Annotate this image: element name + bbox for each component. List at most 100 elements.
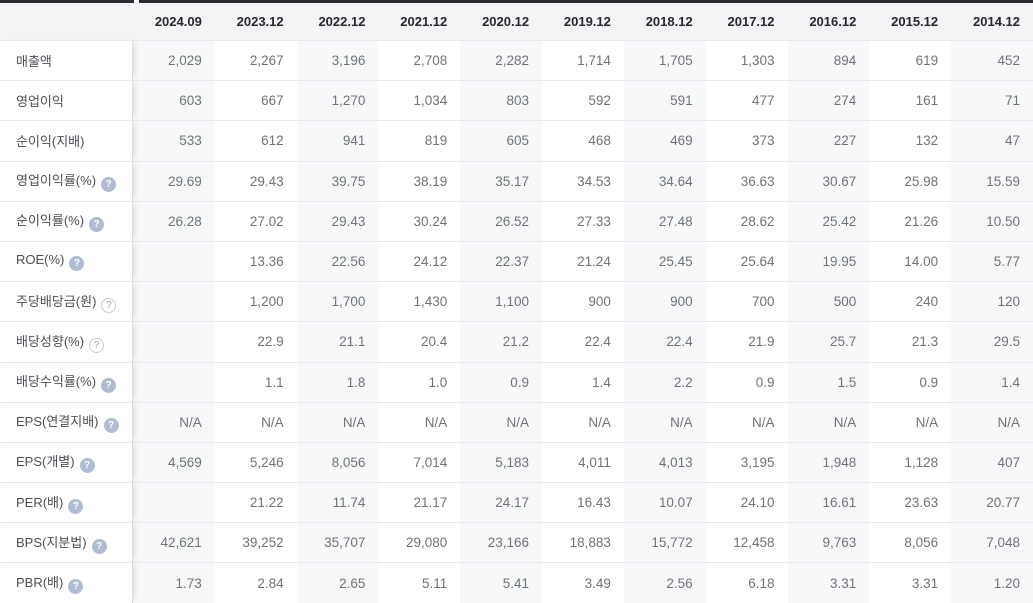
data-cell: 132	[869, 120, 952, 160]
data-cell: 19.95	[787, 240, 870, 282]
row-label: 배당수익률(%)	[16, 374, 97, 390]
row-label: BPS(지분법)	[16, 534, 87, 550]
data-cell: 3.49	[542, 562, 624, 602]
column-header: 2018.12	[623, 0, 706, 40]
data-cell: 29.69	[133, 160, 215, 201]
data-cell: 6.18	[705, 562, 788, 602]
help-icon[interactable]: ?	[103, 418, 119, 434]
data-cell: 25.98	[869, 160, 952, 201]
data-cell: 25.7	[787, 321, 870, 362]
data-cell: 5.11	[378, 562, 461, 602]
data-cell: 16.43	[542, 482, 624, 522]
row-label-cell: 영업이익	[0, 80, 133, 121]
data-cell: 30.24	[378, 200, 461, 241]
data-cell: 4,013	[623, 441, 706, 483]
data-cell: 24.12	[378, 240, 461, 281]
data-cell: N/A	[951, 401, 1033, 442]
data-cell: 21.24	[542, 240, 624, 281]
data-cell: 29.5	[951, 321, 1033, 362]
data-cell: 227	[787, 120, 870, 161]
data-cell: 28.62	[705, 200, 788, 241]
row-label-cell: EPS(개별)?	[0, 441, 133, 483]
data-cell: 894	[787, 40, 870, 81]
data-cell: 34.64	[623, 160, 706, 201]
table-row: ROE(%)? 13.36 22.56 24.12 22.37 21.24 25.45 25.…	[0, 240, 1033, 282]
data-cell: N/A	[869, 401, 952, 442]
data-cell: 5.41	[460, 562, 543, 603]
data-cell: 1,128	[869, 441, 952, 482]
data-cell: 18,883	[542, 522, 624, 562]
help-icon[interactable]: ?	[89, 337, 105, 353]
data-cell: 592	[542, 80, 624, 120]
data-cell: 22.4	[623, 321, 706, 362]
data-cell: 42,621	[133, 522, 215, 563]
data-cell: 1.4	[951, 361, 1033, 402]
data-cell: 2,029	[133, 40, 215, 81]
table-row: 배당성향(%)? 22.9 21.1 20.4 21.2 22.4 22.4 21.9 25.7…	[0, 321, 1033, 362]
data-cell: 14.00	[869, 240, 952, 281]
row-label-cell: 배당성향(%)?	[0, 321, 133, 362]
help-icon[interactable]: ?	[91, 538, 107, 554]
data-cell: 452	[951, 40, 1033, 81]
help-icon[interactable]: ?	[101, 297, 117, 313]
data-cell: 1,100	[460, 281, 543, 322]
table-row: 매출액 2,029 2,267 3,196 2,708 2,282 1,714 1,705 1,…	[0, 40, 1033, 81]
table-row: EPS(개별)? 4,569 5,246 8,056 7,014 5,183 4,011 4,…	[0, 441, 1033, 483]
data-cell	[133, 321, 215, 362]
data-cell	[133, 482, 215, 523]
row-label: EPS(연결지배)	[16, 414, 99, 430]
row-label: PBR(배)	[16, 575, 64, 591]
data-cell: 21.1	[296, 321, 379, 362]
data-cell: 13.36	[214, 240, 297, 281]
column-header: 2019.12	[542, 0, 624, 40]
data-cell: 1,705	[623, 40, 706, 81]
data-cell: 4,569	[133, 441, 215, 483]
table-row: 영업이익 603 667 1,270 1,034 803 592 591 477 274 161 71	[0, 80, 1033, 121]
data-cell: 1.1	[214, 361, 297, 402]
data-cell: 1,303	[705, 40, 788, 80]
data-cell: 2,282	[460, 40, 543, 81]
data-cell: 1,270	[296, 80, 379, 121]
data-cell: 35,707	[296, 522, 379, 563]
column-header: 2020.12	[460, 0, 543, 40]
help-icon[interactable]: ?	[101, 177, 117, 193]
help-icon[interactable]: ?	[101, 378, 117, 394]
data-cell: 11.74	[296, 482, 379, 523]
table-header: 2024.09 2023.12 2022.12 2021.12 2020.12 2019.…	[0, 0, 1033, 40]
help-icon[interactable]: ?	[89, 217, 105, 233]
table-row: BPS(지분법)? 42,621 39,252 35,707 29,080 23,166 1…	[0, 522, 1033, 563]
row-label-cell: 배당수익률(%)?	[0, 361, 133, 402]
data-cell: N/A	[705, 401, 788, 442]
help-icon[interactable]: ?	[68, 498, 84, 514]
data-cell: 26.52	[460, 200, 543, 241]
column-header: 2014.12	[951, 0, 1033, 40]
data-cell: 2,708	[378, 40, 461, 80]
data-cell: 612	[214, 120, 297, 160]
data-cell: 1.73	[133, 562, 215, 603]
table-row: 배당수익률(%)? 1.1 1.8 1.0 0.9 1.4 2.2 0.9 1.5 0.9 1.4	[0, 361, 1033, 402]
data-cell: 941	[296, 120, 379, 161]
help-icon[interactable]: ?	[79, 458, 95, 474]
data-cell: 21.17	[378, 482, 461, 522]
data-cell: N/A	[378, 401, 461, 442]
data-cell: 29,080	[378, 522, 461, 562]
table-row: 영업이익률(%)? 29.69 29.43 39.75 38.19 35.17 34.53 3…	[0, 160, 1033, 201]
data-cell: 900	[542, 281, 624, 321]
data-cell: N/A	[460, 401, 543, 442]
data-cell: 5.77	[951, 240, 1033, 282]
row-label-cell: 주당배당금(원)?	[0, 281, 133, 322]
data-cell: 71	[951, 80, 1033, 121]
row-label: 영업이익률(%)	[16, 173, 97, 189]
data-cell: 9,763	[787, 522, 870, 563]
data-cell: 533	[133, 120, 215, 161]
data-cell: 700	[705, 281, 788, 321]
data-cell: 24.10	[705, 482, 788, 522]
data-cell: 3.31	[787, 562, 870, 603]
help-icon[interactable]: ?	[68, 579, 84, 595]
help-icon[interactable]: ?	[69, 256, 85, 272]
data-cell: 591	[623, 80, 706, 121]
row-label-cell: PER(배)?	[0, 482, 133, 523]
data-cell: 10.07	[623, 482, 706, 523]
data-cell	[133, 281, 215, 322]
